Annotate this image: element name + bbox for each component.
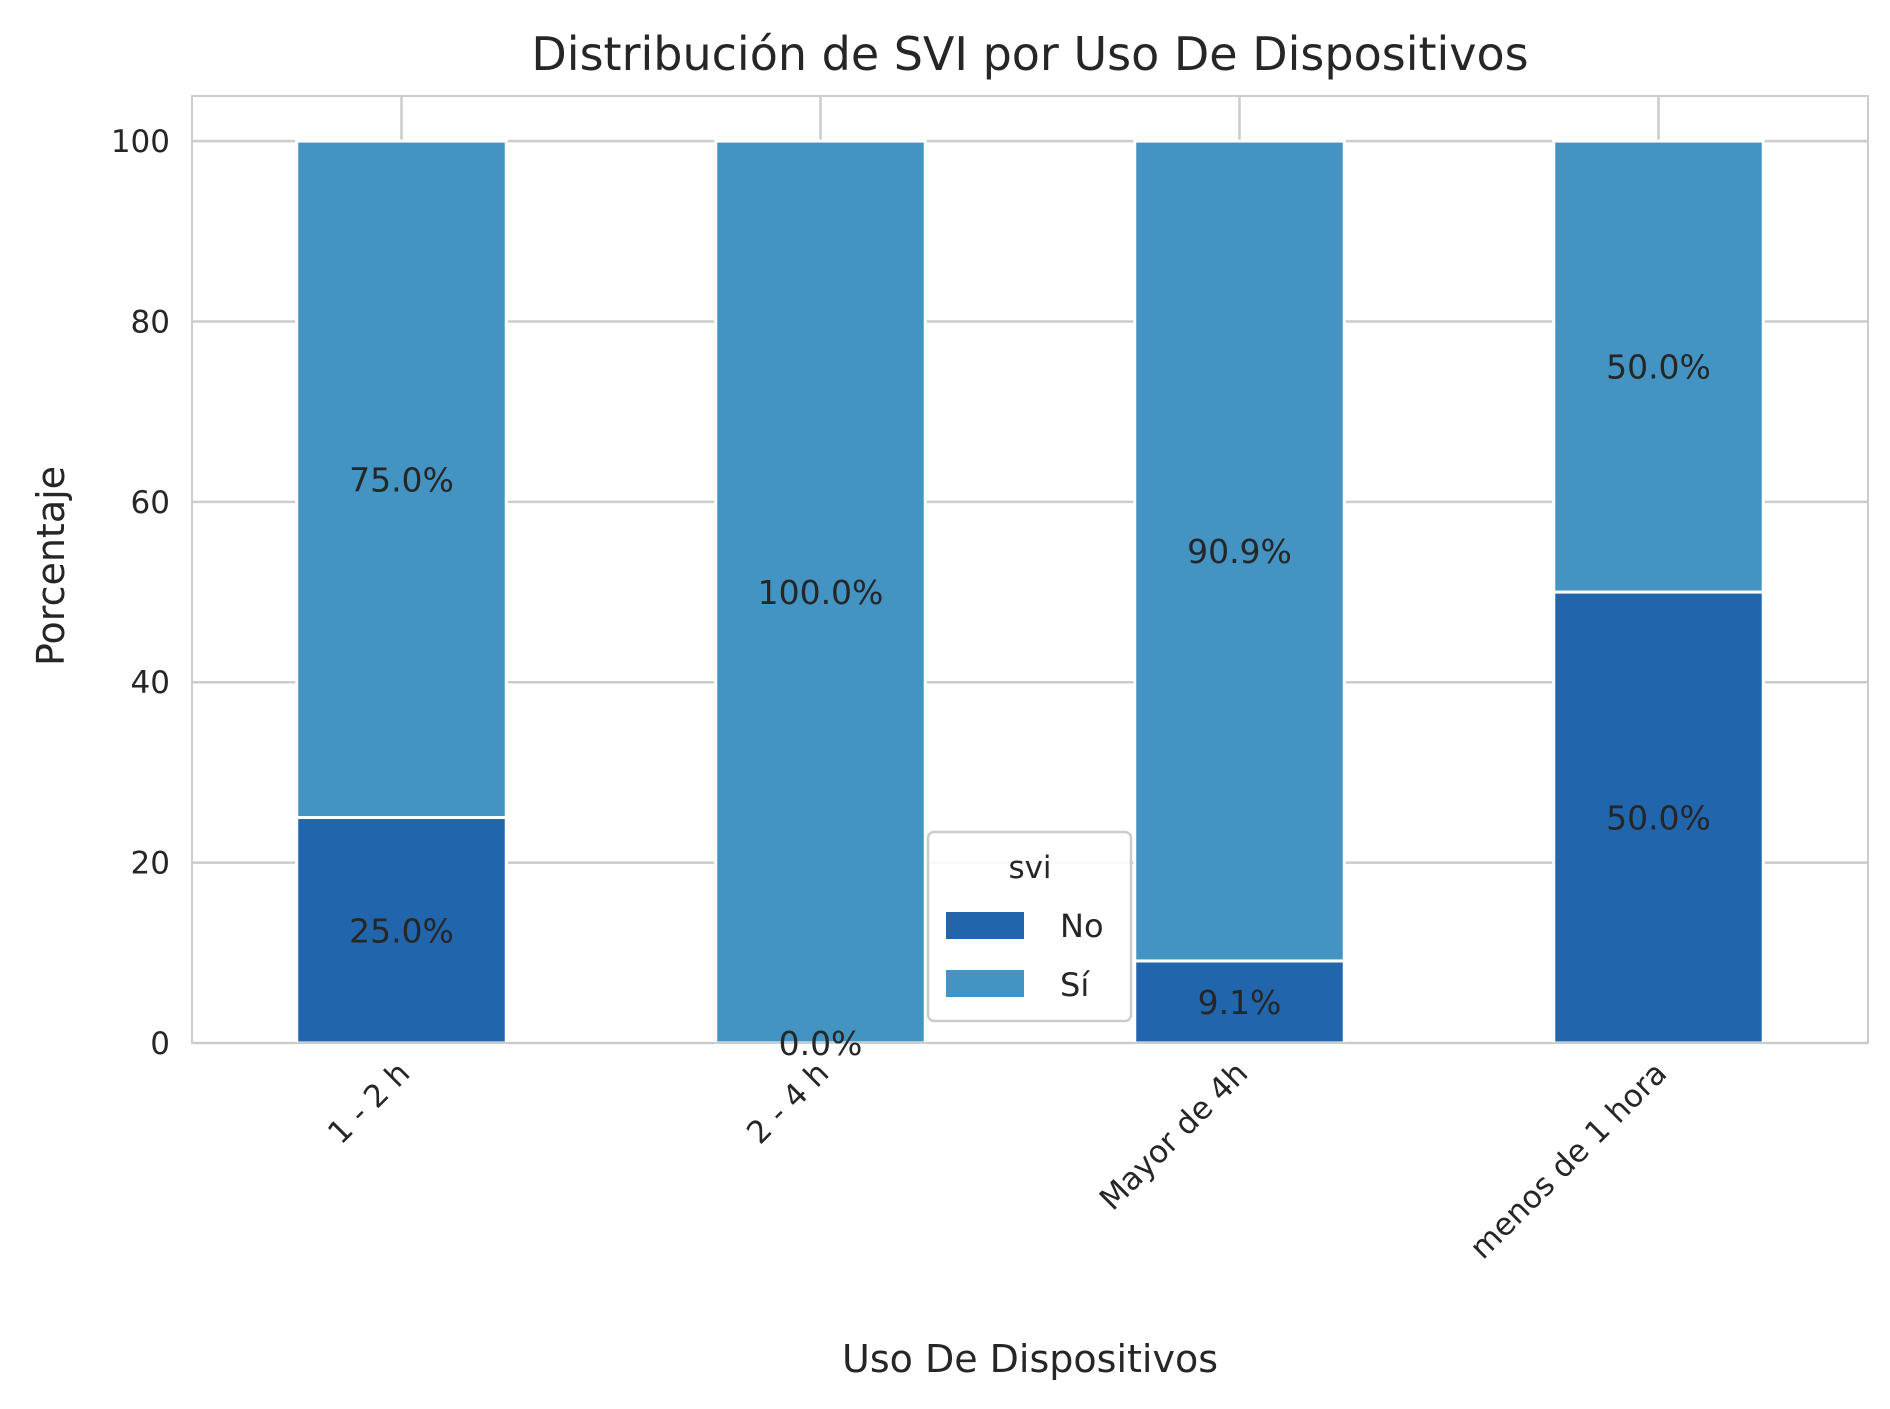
bar-value-label: 25.0% [349, 911, 454, 950]
bar-value-label: 9.1% [1198, 983, 1282, 1022]
bar-value-label: 0.0% [779, 1024, 863, 1063]
bar-value-label: 50.0% [1606, 348, 1711, 387]
bar-si [295, 139, 508, 820]
bar-value-label: 100.0% [758, 573, 884, 612]
bar-si [714, 139, 927, 1045]
y-tick-label: 80 [131, 304, 170, 340]
y-tick-label: 20 [131, 846, 170, 882]
bar-value-label: 75.0% [349, 460, 454, 499]
y-tick-label: 100 [111, 124, 170, 160]
legend: svi No Sí [926, 830, 1133, 1023]
bar-si [1133, 139, 1346, 963]
y-tick-label: 0 [150, 1026, 170, 1062]
x-axis-label: Uso De Dispositivos [842, 1337, 1218, 1381]
y-tick-label: 60 [131, 485, 170, 521]
chart-title: Distribución de SVI por Uso De Dispositi… [531, 27, 1528, 81]
bar-value-labels: 25.0% 0.0% 9.1% 50.0% 75.0% 100.0% 90.9% 50.0% [349, 348, 1711, 1063]
y-axis-label: Porcentaje [29, 466, 73, 666]
plot-frame [191, 95, 1869, 1044]
y-axis-ticks: 0 20 40 60 80 100 [111, 124, 170, 1062]
legend-label-no: No [1060, 907, 1104, 945]
legend-title: svi [1008, 850, 1051, 886]
legend-swatch-si [946, 970, 1024, 997]
legend-swatch-no [946, 912, 1024, 939]
bar-no [295, 816, 508, 1045]
bar-value-label: 50.0% [1606, 799, 1711, 838]
legend-label-si: Sí [1060, 966, 1090, 1004]
bar-value-label: 90.9% [1187, 532, 1292, 571]
bar-no [1552, 590, 1765, 1045]
bar-si [1552, 139, 1765, 594]
bars-group [295, 139, 1765, 1045]
y-tick-label: 40 [131, 665, 170, 701]
